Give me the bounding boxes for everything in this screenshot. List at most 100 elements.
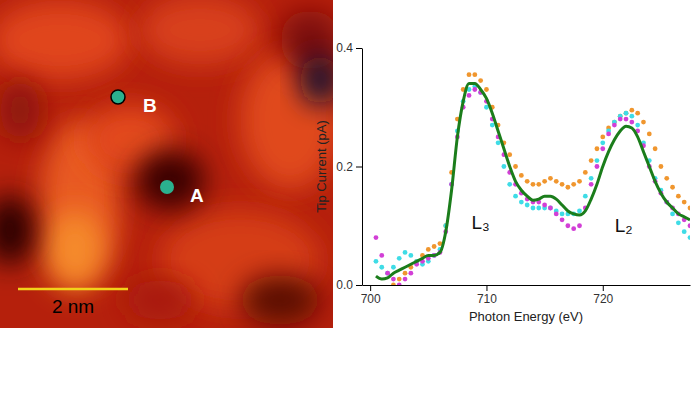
data-point	[397, 277, 402, 282]
image-feature	[0, 195, 35, 265]
data-point	[583, 170, 588, 175]
data-point	[595, 158, 600, 163]
data-point	[635, 123, 640, 128]
data-point	[676, 194, 681, 199]
data-point	[629, 114, 634, 119]
scale-bar-label: 2 nm	[52, 296, 94, 317]
data-point	[496, 140, 501, 145]
data-point	[542, 203, 547, 208]
data-point	[397, 256, 402, 261]
data-point	[565, 223, 570, 228]
data-point	[600, 146, 605, 151]
data-point	[682, 229, 687, 234]
data-point	[629, 108, 634, 113]
data-point	[635, 111, 640, 116]
image-feature	[0, 80, 40, 140]
data-point	[391, 277, 396, 282]
data-point	[472, 87, 477, 92]
y-tick-label: 0.0	[336, 278, 353, 292]
data-point	[426, 247, 431, 252]
x-tick-label: 720	[593, 292, 613, 306]
data-point	[624, 111, 629, 116]
x-tick-mark	[370, 285, 371, 291]
y-tick-label: 0.2	[336, 160, 353, 174]
stm-image	[0, 0, 333, 328]
y-tick-mark	[356, 48, 362, 49]
y-tick: 0.2	[336, 160, 362, 174]
figure: AB2 nm7007107200.00.20.4Photon Energy (e…	[0, 0, 700, 394]
data-point	[577, 223, 582, 228]
x-tick: 720	[593, 285, 613, 306]
image-feature	[0, 0, 130, 80]
data-point	[490, 123, 495, 128]
y-tick-label: 0.4	[336, 41, 353, 55]
data-point	[379, 253, 384, 258]
x-axis-line	[363, 285, 691, 286]
plot-area	[374, 72, 690, 285]
data-point	[577, 179, 582, 184]
x-axis: 700 710 720	[361, 285, 691, 306]
data-point	[507, 152, 512, 157]
data-point	[519, 200, 524, 205]
annotation: L₃	[471, 212, 489, 233]
data-point	[513, 194, 518, 199]
data-point	[467, 93, 472, 98]
site-marker	[160, 180, 174, 194]
y-tick: 0.0	[336, 278, 362, 292]
image-feature	[140, 0, 260, 65]
data-point	[688, 235, 690, 240]
data-point	[432, 244, 437, 249]
data-point	[507, 182, 512, 187]
image-feature	[240, 275, 320, 325]
x-tick-label: 710	[477, 292, 497, 306]
data-point	[391, 283, 396, 285]
data-point	[624, 111, 629, 116]
x-tick: 710	[477, 285, 497, 306]
series-line	[376, 84, 690, 280]
data-point	[641, 120, 646, 125]
scale-bar	[18, 288, 128, 291]
data-point	[397, 283, 402, 285]
data-point	[600, 134, 605, 139]
data-point	[577, 209, 582, 214]
data-point	[478, 78, 483, 83]
data-point	[560, 182, 565, 187]
data-point	[670, 185, 675, 190]
x-tick: 700	[361, 285, 381, 306]
data-point	[484, 87, 489, 92]
image-feature	[45, 210, 105, 290]
x-tick-mark	[603, 285, 604, 291]
x-axis-title: Photon Energy (eV)	[469, 309, 583, 324]
x-tick-label: 700	[361, 292, 381, 306]
x-tick-mark	[486, 285, 487, 291]
data-point	[467, 72, 472, 77]
site-label: A	[190, 185, 204, 206]
y-tick-mark	[356, 167, 362, 168]
data-point	[670, 212, 675, 217]
annotation: L₂	[615, 215, 633, 236]
data-point	[629, 120, 634, 125]
data-point	[560, 217, 565, 222]
data-point	[519, 173, 524, 178]
data-point	[682, 200, 687, 205]
y-tick-mark	[356, 285, 362, 286]
data-point	[618, 117, 623, 122]
data-point	[548, 206, 553, 211]
data-point	[589, 176, 594, 181]
data-point	[624, 117, 629, 122]
data-point	[571, 226, 576, 231]
data-point	[536, 182, 541, 187]
image-feature	[135, 150, 205, 210]
data-point	[542, 179, 547, 184]
data-point	[502, 164, 507, 169]
data-point	[595, 146, 600, 151]
data-point	[548, 206, 553, 211]
image-feature	[125, 280, 195, 320]
y-axis-title: Tip Current (pA)	[314, 120, 329, 213]
data-point	[688, 223, 690, 228]
data-point	[571, 182, 576, 187]
data-point	[600, 140, 605, 145]
site-marker	[111, 90, 125, 104]
y-axis-line	[362, 49, 363, 286]
data-point	[391, 265, 396, 270]
